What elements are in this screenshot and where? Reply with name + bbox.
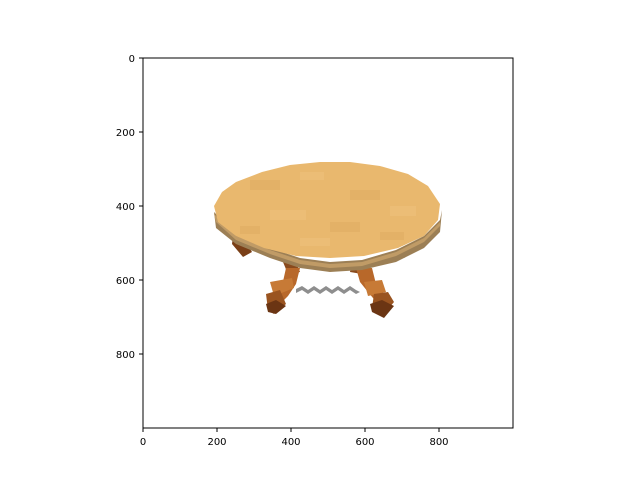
x-tick-label: 800: [429, 437, 448, 448]
y-tick-label: 200: [116, 128, 135, 139]
stretcher: [296, 286, 360, 294]
table-top-texture: [240, 172, 416, 246]
front-right-leg: [356, 268, 394, 318]
x-tick-label: 200: [207, 437, 226, 448]
y-axis: 0 200 400 600 800: [116, 54, 143, 361]
x-tick-label: 400: [281, 437, 300, 448]
front-left-leg: [266, 268, 300, 314]
y-tick-label: 800: [116, 350, 135, 361]
x-tick-label: 0: [140, 437, 146, 448]
y-tick-label: 0: [129, 54, 135, 65]
axes-frame: [142, 57, 514, 429]
y-tick-label: 600: [116, 276, 135, 287]
x-tick-label: 600: [355, 437, 374, 448]
y-tick-label: 400: [116, 202, 135, 213]
table-image: [214, 162, 442, 318]
table-top-surface: [214, 162, 440, 258]
x-axis: 0 200 400 600 800: [140, 428, 449, 448]
